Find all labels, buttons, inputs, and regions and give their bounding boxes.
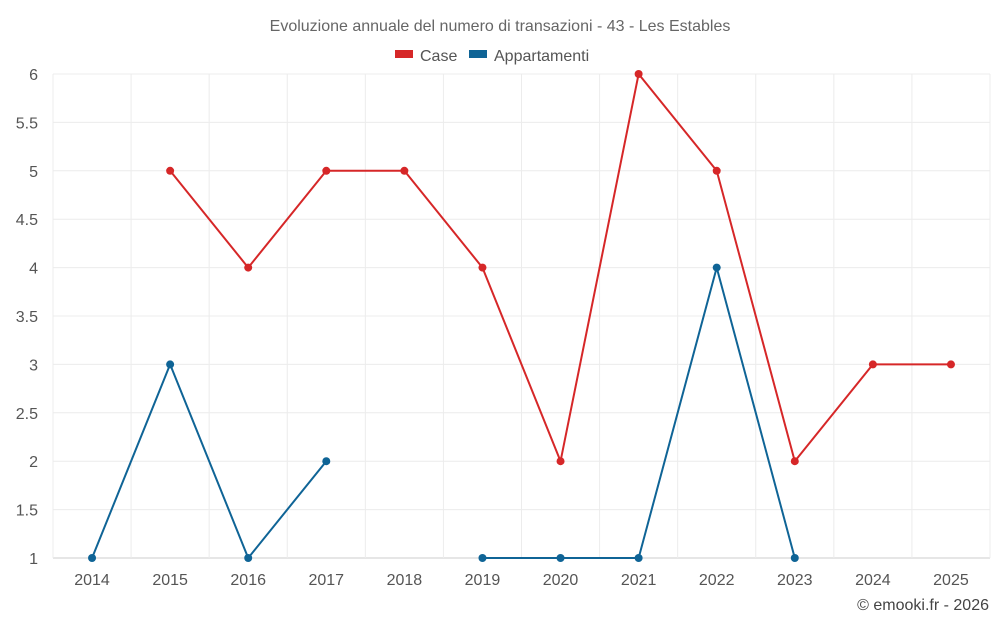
- y-tick-label: 5: [29, 164, 38, 181]
- x-tick-label: 2025: [933, 572, 969, 589]
- data-point[interactable]: [946, 360, 955, 369]
- legend: Case Appartamenti: [395, 48, 589, 65]
- x-axis: 2014 2015 2016 2017 2018 2019 2020 2021 2022 2023…: [74, 572, 969, 589]
- x-tick-label: 2019: [465, 572, 501, 589]
- x-tick-label: 2023: [777, 572, 813, 589]
- y-tick-label: 3: [29, 357, 38, 374]
- data-point[interactable]: [400, 166, 409, 175]
- x-tick-label: 2024: [855, 572, 891, 589]
- data-point[interactable]: [790, 554, 799, 562]
- series-layer: [88, 70, 955, 562]
- data-point[interactable]: [634, 554, 643, 562]
- data-point[interactable]: [868, 360, 877, 369]
- y-tick-label: 1: [29, 551, 38, 568]
- data-point[interactable]: [556, 457, 565, 466]
- x-tick-label: 2016: [230, 572, 266, 589]
- y-tick-label: 2: [29, 454, 38, 471]
- x-tick-label: 2014: [74, 572, 110, 589]
- x-tick-label: 2017: [308, 572, 344, 589]
- y-tick-label: 6: [29, 67, 38, 84]
- grid: [52, 73, 991, 559]
- x-tick-label: 2015: [152, 572, 188, 589]
- data-point[interactable]: [322, 166, 331, 175]
- data-point[interactable]: [712, 263, 721, 272]
- data-point[interactable]: [712, 166, 721, 175]
- legend-label: Case: [420, 48, 457, 65]
- y-tick-label: 5.5: [16, 115, 38, 132]
- series-line: [91, 363, 328, 559]
- data-point[interactable]: [244, 554, 253, 562]
- y-tick-label: 3.5: [16, 309, 38, 326]
- credit: © emooki.fr - 2026: [857, 597, 989, 614]
- y-tick-label: 4.5: [16, 212, 38, 229]
- data-point[interactable]: [166, 166, 175, 175]
- y-tick-label: 2.5: [16, 406, 38, 423]
- chart-title: Evoluzione annuale del numero di transaz…: [270, 18, 731, 35]
- data-point[interactable]: [790, 457, 799, 466]
- data-point[interactable]: [166, 360, 175, 369]
- x-tick-label: 2020: [543, 572, 579, 589]
- data-point[interactable]: [634, 70, 643, 78]
- y-tick-label: 1.5: [16, 503, 38, 520]
- data-point[interactable]: [88, 554, 97, 562]
- x-tick-label: 2018: [387, 572, 423, 589]
- data-point[interactable]: [244, 263, 253, 272]
- y-axis: 1 1.5 2 2.5 3 3.5 4 4.5 5 5.5 6: [16, 67, 38, 568]
- data-point[interactable]: [556, 554, 565, 562]
- legend-label: Appartamenti: [494, 48, 589, 65]
- legend-swatch: [469, 50, 487, 58]
- data-point[interactable]: [322, 457, 331, 466]
- data-point[interactable]: [478, 263, 487, 272]
- y-tick-label: 4: [29, 261, 38, 278]
- data-point[interactable]: [478, 554, 487, 562]
- x-tick-label: 2021: [621, 572, 657, 589]
- legend-swatch: [395, 50, 413, 58]
- x-tick-label: 2022: [699, 572, 735, 589]
